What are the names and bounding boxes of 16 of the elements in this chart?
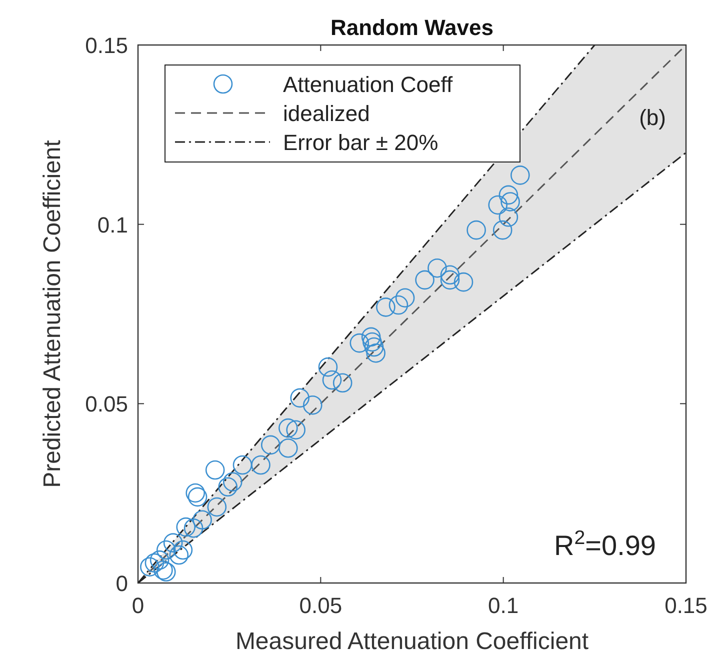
- y-tick-label: 0.15: [85, 33, 128, 58]
- legend-label: Attenuation Coeff: [283, 72, 454, 97]
- y-tick-label: 0.05: [85, 392, 128, 417]
- y-axis-title: Predicted Attenuation Coefficient: [39, 140, 66, 488]
- y-tick-label: 0.1: [97, 212, 128, 238]
- legend-label: Error bar ± 20%: [283, 130, 438, 155]
- annotation: R$^{2}$=0.99: [554, 527, 656, 561]
- x-tick-label: 0.05: [299, 593, 342, 618]
- chart-title: Random Waves: [330, 15, 494, 40]
- x-tick-label: 0.1: [488, 593, 519, 618]
- x-tick-label: 0.15: [664, 593, 708, 618]
- legend-label: idealized: [283, 101, 370, 126]
- x-axis-title: Measured Attenuation Coefficient: [235, 628, 589, 655]
- annotation: (b): [639, 105, 666, 130]
- x-tick-label: 0: [132, 593, 144, 618]
- y-tick-label: 0: [116, 571, 128, 596]
